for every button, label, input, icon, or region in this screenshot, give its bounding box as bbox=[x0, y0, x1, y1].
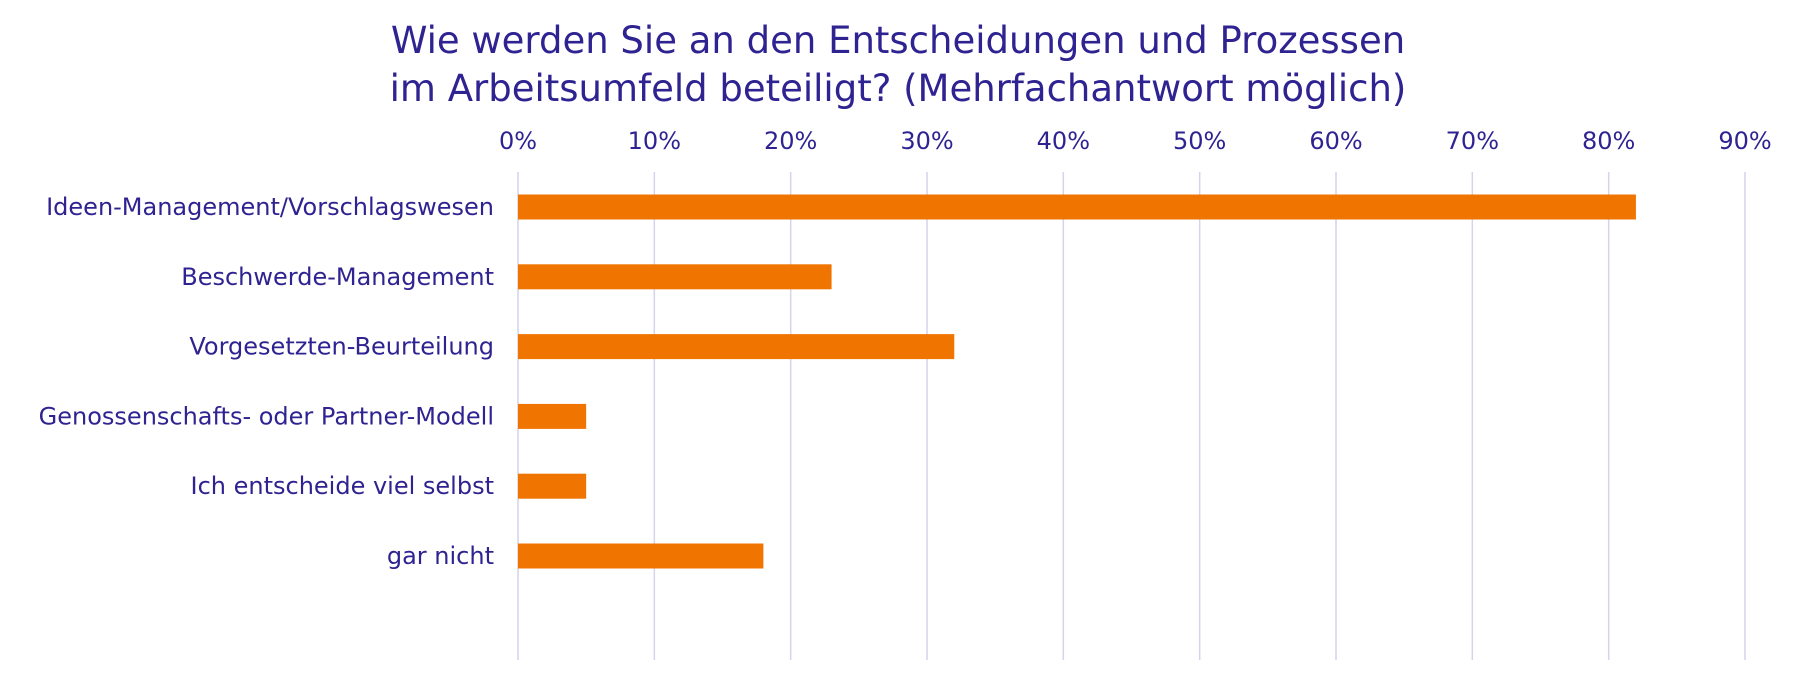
bars bbox=[518, 194, 1636, 569]
x-tick-label: 20% bbox=[764, 127, 817, 155]
x-tick-label: 60% bbox=[1309, 127, 1362, 155]
category-labels: Ideen-Management/Vorschlagswesen Beschwer… bbox=[39, 193, 494, 570]
category-label: gar nicht bbox=[387, 542, 494, 570]
bar-2 bbox=[518, 264, 832, 290]
category-label: Ideen-Management/Vorschlagswesen bbox=[46, 193, 494, 221]
category-label: Beschwerde-Management bbox=[181, 263, 494, 291]
chart-title-line-2: im Arbeitsumfeld beteiligt? (Mehrfachant… bbox=[390, 67, 1407, 110]
gridlines bbox=[517, 172, 1746, 660]
bar-3 bbox=[518, 334, 955, 360]
bar-5 bbox=[518, 473, 587, 499]
chart-title: Wie werden Sie an den Entscheidungen und… bbox=[390, 19, 1407, 110]
x-tick-label: 80% bbox=[1582, 127, 1635, 155]
bar-4 bbox=[518, 403, 587, 429]
category-label: Vorgesetzten-Beurteilung bbox=[189, 333, 494, 361]
bar-6 bbox=[518, 543, 764, 569]
x-tick-label: 50% bbox=[1173, 127, 1226, 155]
category-label: Genossenschafts- oder Partner-Modell bbox=[39, 402, 494, 430]
x-axis-ticks: 0% 10% 20% 30% 40% 50% 60% 70% 80% 90% bbox=[499, 127, 1772, 155]
x-tick-label: 10% bbox=[628, 127, 681, 155]
x-tick-label: 40% bbox=[1037, 127, 1090, 155]
x-tick-label: 90% bbox=[1718, 127, 1771, 155]
category-label: Ich entscheide viel selbst bbox=[191, 472, 495, 500]
x-tick-label: 30% bbox=[900, 127, 953, 155]
x-tick-label: 0% bbox=[499, 127, 537, 155]
x-tick-label: 70% bbox=[1446, 127, 1499, 155]
chart-title-line-1: Wie werden Sie an den Entscheidungen und… bbox=[391, 19, 1405, 62]
bar-1 bbox=[518, 194, 1636, 220]
